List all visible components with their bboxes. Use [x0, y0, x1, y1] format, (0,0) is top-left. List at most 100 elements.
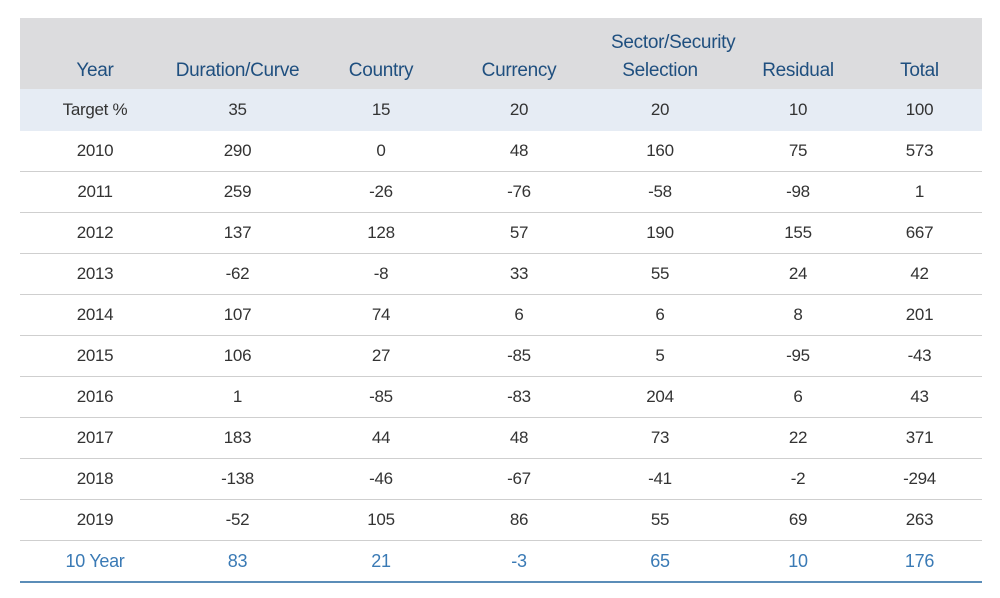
cell-currency: 6 [457, 294, 581, 336]
cell-total: -43 [857, 335, 982, 377]
cell-duration-curve: 1 [170, 376, 305, 418]
cell-currency: 86 [457, 499, 581, 541]
cell-duration-curve: 107 [170, 294, 305, 336]
cell-residual: 8 [739, 294, 857, 336]
column-header-country: Country [305, 18, 457, 89]
cell-duration-curve: 35 [170, 89, 305, 131]
cell-country: -46 [305, 458, 457, 500]
column-header-total: Total [857, 18, 982, 89]
cell-duration-curve: 83 [170, 540, 305, 583]
cell-residual: 155 [739, 212, 857, 254]
cell-year: 2014 [20, 294, 170, 336]
cell-sector-security-selection: 55 [581, 499, 739, 541]
column-header-duration-curve: Duration/Curve [170, 18, 305, 89]
cell-duration-curve: 259 [170, 171, 305, 213]
cell-currency: -83 [457, 376, 581, 418]
cell-currency: 20 [457, 89, 581, 131]
cell-total: -294 [857, 458, 982, 500]
table-row: 2017 183 44 48 73 22 371 [20, 417, 982, 459]
column-header-residual: Residual [739, 18, 857, 89]
cell-duration-curve: -62 [170, 253, 305, 295]
cell-sector-security-selection: 65 [581, 540, 739, 583]
cell-year: 2019 [20, 499, 170, 541]
cell-residual: 22 [739, 417, 857, 459]
cell-duration-curve: -138 [170, 458, 305, 500]
cell-sector-security-selection: 6 [581, 294, 739, 336]
cell-country: -85 [305, 376, 457, 418]
cell-sector-security-selection: 73 [581, 417, 739, 459]
attribution-table: Year Duration/Curve Country Currency Sec… [20, 18, 982, 583]
cell-total: 100 [857, 89, 982, 131]
cell-year: Target % [20, 89, 170, 131]
cell-currency: -67 [457, 458, 581, 500]
cell-residual: 75 [739, 131, 857, 172]
cell-residual: 24 [739, 253, 857, 295]
cell-total: 42 [857, 253, 982, 295]
cell-duration-curve: 137 [170, 212, 305, 254]
table-row: 2016 1 -85 -83 204 6 43 [20, 376, 982, 418]
cell-currency: 48 [457, 417, 581, 459]
cell-country: 27 [305, 335, 457, 377]
header-row: Year Duration/Curve Country Currency Sec… [20, 18, 982, 89]
cell-currency: -85 [457, 335, 581, 377]
cell-year: 10 Year [20, 540, 170, 583]
cell-year: 2010 [20, 131, 170, 172]
table-row: 2018 -138 -46 -67 -41 -2 -294 [20, 458, 982, 500]
cell-residual: 69 [739, 499, 857, 541]
total-row: 10 Year 83 21 -3 65 10 176 [20, 540, 982, 583]
cell-country: 15 [305, 89, 457, 131]
cell-currency: 33 [457, 253, 581, 295]
table-row: 2010 290 0 48 160 75 573 [20, 131, 982, 172]
cell-residual: 10 [739, 540, 857, 583]
column-header-year: Year [20, 18, 170, 89]
cell-sector-security-selection: 5 [581, 335, 739, 377]
table-row: 2014 107 74 6 6 8 201 [20, 294, 982, 336]
cell-country: 105 [305, 499, 457, 541]
cell-country: 44 [305, 417, 457, 459]
cell-country: -26 [305, 171, 457, 213]
table-row: 2019 -52 105 86 55 69 263 [20, 499, 982, 541]
cell-residual: -2 [739, 458, 857, 500]
cell-currency: 57 [457, 212, 581, 254]
cell-duration-curve: 183 [170, 417, 305, 459]
cell-duration-curve: 106 [170, 335, 305, 377]
cell-residual: -95 [739, 335, 857, 377]
cell-country: 74 [305, 294, 457, 336]
cell-total: 263 [857, 499, 982, 541]
cell-total: 201 [857, 294, 982, 336]
cell-year: 2012 [20, 212, 170, 254]
cell-duration-curve: 290 [170, 131, 305, 172]
table-row: 2012 137 128 57 190 155 667 [20, 212, 982, 254]
cell-total: 667 [857, 212, 982, 254]
cell-total: 176 [857, 540, 982, 583]
cell-year: 2013 [20, 253, 170, 295]
cell-country: 21 [305, 540, 457, 583]
cell-sector-security-selection: -58 [581, 171, 739, 213]
cell-currency: -3 [457, 540, 581, 583]
cell-residual: 10 [739, 89, 857, 131]
target-row: Target % 35 15 20 20 10 100 [20, 89, 982, 131]
cell-total: 371 [857, 417, 982, 459]
cell-sector-security-selection: 190 [581, 212, 739, 254]
cell-sector-security-selection: -41 [581, 458, 739, 500]
cell-country: -8 [305, 253, 457, 295]
table-row: 2013 -62 -8 33 55 24 42 [20, 253, 982, 295]
cell-currency: 48 [457, 131, 581, 172]
cell-sector-security-selection: 160 [581, 131, 739, 172]
cell-sector-security-selection: 204 [581, 376, 739, 418]
cell-sector-security-selection: 55 [581, 253, 739, 295]
cell-year: 2018 [20, 458, 170, 500]
cell-residual: 6 [739, 376, 857, 418]
cell-currency: -76 [457, 171, 581, 213]
cell-total: 43 [857, 376, 982, 418]
table-row: 2011 259 -26 -76 -58 -98 1 [20, 171, 982, 213]
column-header-currency: Currency [457, 18, 581, 89]
cell-sector-security-selection: 20 [581, 89, 739, 131]
cell-residual: -98 [739, 171, 857, 213]
cell-total: 1 [857, 171, 982, 213]
cell-country: 128 [305, 212, 457, 254]
table-row: 2015 106 27 -85 5 -95 -43 [20, 335, 982, 377]
cell-year: 2011 [20, 171, 170, 213]
cell-year: 2015 [20, 335, 170, 377]
cell-duration-curve: -52 [170, 499, 305, 541]
